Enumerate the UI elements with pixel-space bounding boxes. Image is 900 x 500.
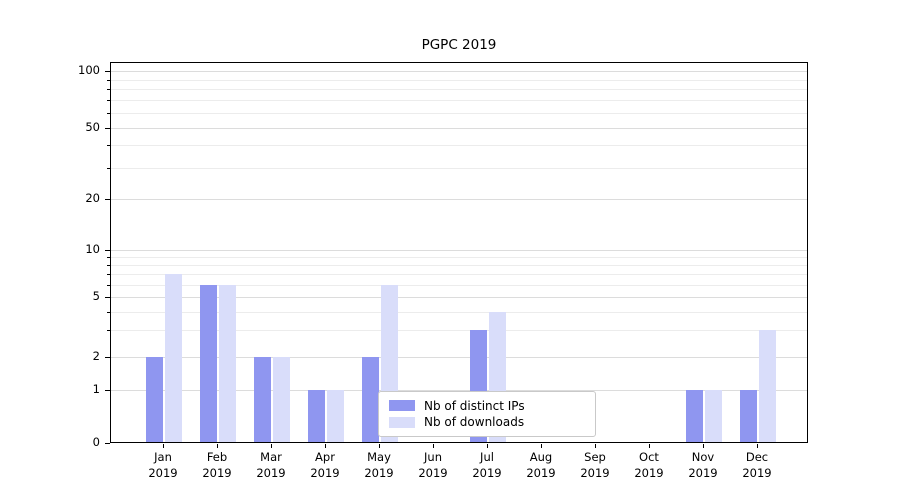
x-label-year: 2019 <box>418 466 448 480</box>
major-gridline <box>111 390 807 391</box>
minor-gridline <box>111 100 807 102</box>
minor-gridline <box>111 79 807 81</box>
x-tick-mark <box>271 444 272 448</box>
bar-downloads-mar <box>273 357 290 442</box>
bar-downloads-feb <box>219 284 236 442</box>
minor-gridline <box>111 265 807 267</box>
major-gridline <box>111 297 807 298</box>
bar-downloads-nov <box>705 390 722 442</box>
x-label-month: Sep <box>584 450 606 464</box>
major-gridline <box>111 128 807 129</box>
minor-gridline <box>111 89 807 91</box>
x-tick-label-apr: Apr 2019 <box>295 449 355 481</box>
minor-gridline <box>111 167 807 169</box>
x-label-month: Apr <box>315 450 335 464</box>
x-tick-label-aug: Aug 2019 <box>511 449 571 481</box>
y-tick-label: 0 <box>92 435 100 449</box>
legend-label-distinct-ips: Nb of distinct IPs <box>424 398 525 413</box>
x-tick-label-feb: Feb 2019 <box>187 449 247 481</box>
x-tick-label-mar: Mar 2019 <box>241 449 301 481</box>
x-tick-label-jun: Jun 2019 <box>403 449 463 481</box>
legend-swatch-distinct-ips-icon <box>389 400 415 412</box>
x-tick-mark <box>703 444 704 448</box>
x-tick-mark <box>649 444 650 448</box>
x-tick-mark <box>217 444 218 448</box>
bar-distinct-ips-dec <box>740 390 757 442</box>
x-tick-mark <box>487 444 488 448</box>
legend-swatch-downloads-icon <box>389 416 415 428</box>
y-tick-mark <box>105 443 110 444</box>
x-label-year: 2019 <box>580 466 610 480</box>
bar-distinct-ips-feb <box>200 284 217 442</box>
x-tick-mark <box>325 444 326 448</box>
x-tick-label-jan: Jan 2019 <box>133 449 193 481</box>
bar-downloads-jan <box>165 274 182 442</box>
bar-distinct-ips-may <box>362 357 379 442</box>
bar-distinct-ips-nov <box>686 390 703 442</box>
y-tick-label: 20 <box>85 191 100 205</box>
bar-downloads-apr <box>327 390 344 442</box>
x-label-month: Mar <box>260 450 282 464</box>
x-tick-mark <box>433 444 434 448</box>
x-tick-label-dec: Dec 2019 <box>727 449 787 481</box>
bar-distinct-ips-apr <box>308 390 325 442</box>
major-gridline <box>111 250 807 251</box>
x-tick-mark <box>541 444 542 448</box>
x-tick-mark <box>163 444 164 448</box>
major-gridline <box>111 199 807 200</box>
x-tick-mark <box>595 444 596 448</box>
x-label-month: Nov <box>691 450 715 464</box>
minor-gridline <box>111 257 807 259</box>
x-label-month: Aug <box>529 450 553 464</box>
x-label-year: 2019 <box>310 466 340 480</box>
minor-gridline <box>111 145 807 147</box>
x-label-month: Feb <box>206 450 228 464</box>
x-label-month: May <box>367 450 391 464</box>
x-tick-label-sep: Sep 2019 <box>565 449 625 481</box>
legend: Nb of distinct IPs Nb of downloads <box>378 391 596 437</box>
x-tick-label-nov: Nov 2019 <box>673 449 733 481</box>
x-label-year: 2019 <box>364 466 394 480</box>
minor-gridline <box>111 284 807 286</box>
x-label-year: 2019 <box>526 466 556 480</box>
minor-gridline <box>111 113 807 114</box>
x-tick-label-oct: Oct 2019 <box>619 449 679 481</box>
x-label-month: Jul <box>480 450 494 464</box>
x-label-year: 2019 <box>472 466 502 480</box>
y-tick-label: 2 <box>92 349 100 363</box>
bar-distinct-ips-mar <box>254 357 271 442</box>
major-gridline <box>111 357 807 358</box>
x-label-month: Jun <box>424 450 442 464</box>
x-label-year: 2019 <box>256 466 286 480</box>
chart-title: PGPC 2019 <box>421 37 497 53</box>
y-tick-label: 5 <box>92 289 100 303</box>
x-tick-mark <box>757 444 758 448</box>
x-tick-label-jul: Jul 2019 <box>457 449 517 481</box>
x-tick-mark <box>379 444 380 448</box>
y-tick-label: 100 <box>78 63 100 77</box>
x-label-month: Jan <box>154 450 172 464</box>
x-label-year: 2019 <box>202 466 232 480</box>
legend-label-downloads: Nb of downloads <box>424 415 525 430</box>
minor-gridline <box>111 311 807 313</box>
y-tick-label: 1 <box>92 382 100 396</box>
y-tick-label: 50 <box>85 120 100 134</box>
x-label-year: 2019 <box>148 466 178 480</box>
x-label-month: Oct <box>639 450 659 464</box>
x-label-month: Dec <box>745 450 769 464</box>
major-gridline <box>111 71 807 72</box>
x-label-year: 2019 <box>688 466 718 480</box>
minor-gridline <box>111 330 807 332</box>
plot-area <box>110 62 808 443</box>
legend-item-downloads: Nb of downloads <box>389 414 585 430</box>
minor-gridline <box>111 274 807 276</box>
x-tick-label-may: May 2019 <box>349 449 409 481</box>
legend-item-distinct-ips: Nb of distinct IPs <box>389 398 585 414</box>
y-tick-label: 10 <box>85 242 100 256</box>
x-label-year: 2019 <box>742 466 772 480</box>
x-label-year: 2019 <box>634 466 664 480</box>
bar-distinct-ips-jan <box>146 357 163 442</box>
bar-downloads-dec <box>759 330 776 442</box>
